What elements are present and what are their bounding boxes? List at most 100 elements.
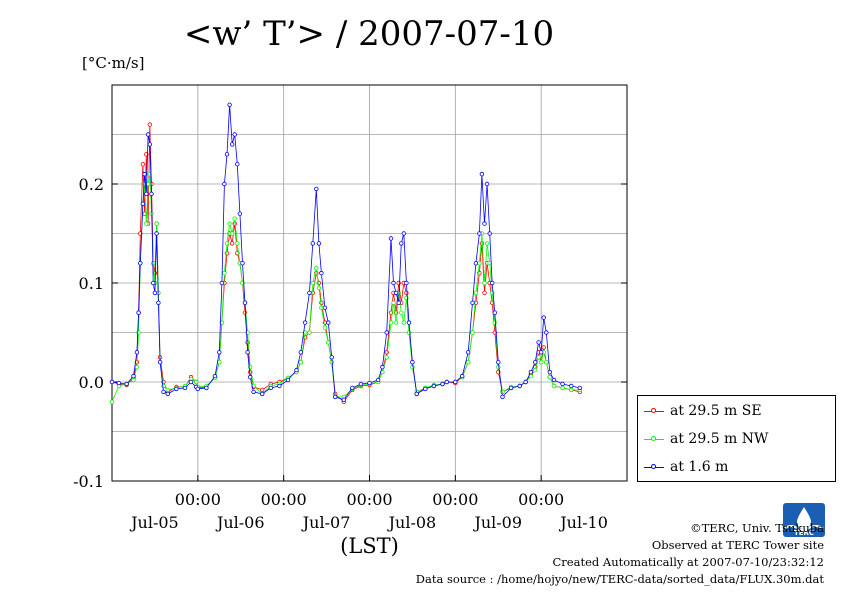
data-point	[310, 241, 315, 246]
data-point	[551, 383, 557, 389]
data-point	[150, 280, 156, 286]
data-point	[375, 377, 381, 383]
x-day-label: Jul-06	[215, 513, 265, 532]
data-point	[333, 394, 338, 400]
data-point	[217, 350, 222, 355]
data-point	[319, 305, 324, 310]
legend-swatch-16m	[644, 462, 664, 472]
legend-item-se: at 29.5 m SE	[644, 401, 762, 421]
data-point	[131, 377, 136, 383]
data-point	[431, 383, 437, 389]
data-point	[393, 290, 399, 296]
data-point	[544, 330, 549, 335]
data-point	[539, 350, 544, 355]
data-point	[388, 236, 394, 241]
data-point	[136, 310, 141, 315]
legend: at 29.5 m SE at 29.5 m NW at 1.6 m	[637, 395, 836, 482]
data-point	[569, 387, 574, 393]
data-point	[440, 381, 445, 387]
y-tick-label: 0.0	[79, 373, 104, 392]
data-point	[460, 373, 465, 379]
data-point	[410, 360, 415, 365]
data-point	[551, 377, 557, 383]
data-point	[477, 231, 482, 236]
data-point	[404, 290, 409, 296]
data-point	[399, 310, 404, 315]
x-day-label: Jul-07	[301, 513, 351, 532]
data-point	[319, 300, 324, 305]
data-point	[528, 369, 534, 375]
data-point	[466, 350, 471, 355]
data-point	[134, 350, 140, 355]
data-point	[145, 132, 151, 137]
data-point	[396, 300, 401, 305]
data-point	[152, 290, 158, 296]
data-point	[229, 142, 235, 147]
data-point	[350, 385, 355, 391]
data-point	[124, 381, 129, 387]
data-point	[140, 161, 146, 167]
x-tick-label: 00:00	[518, 490, 564, 509]
data-point	[131, 373, 136, 379]
data-point	[423, 386, 428, 392]
data-point	[391, 280, 396, 286]
data-point	[341, 397, 346, 402]
data-point	[388, 320, 394, 325]
series-1	[109, 171, 582, 404]
data-point	[367, 380, 372, 386]
data-point	[134, 364, 140, 370]
data-point	[116, 380, 122, 386]
data-point	[541, 315, 546, 320]
legend-swatch-nw	[644, 434, 664, 444]
data-point	[470, 330, 475, 335]
series-2	[109, 102, 582, 402]
footer-copyright: ©TERC, Univ. Tsukuba	[690, 521, 824, 535]
data-point	[484, 241, 490, 246]
data-point	[401, 231, 406, 236]
data-point	[154, 231, 159, 236]
x-day-label: Jul-08	[387, 513, 437, 532]
data-point	[380, 364, 385, 370]
data-point	[473, 290, 479, 296]
y-tick-label: -0.1	[73, 472, 104, 491]
data-point	[310, 280, 315, 286]
data-point	[229, 241, 235, 246]
data-point	[541, 345, 546, 350]
data-point	[298, 350, 303, 355]
data-point	[232, 132, 237, 137]
data-point	[204, 385, 209, 391]
data-point	[161, 383, 166, 389]
data-point	[496, 360, 501, 365]
data-point	[144, 191, 149, 197]
data-point	[161, 389, 166, 395]
data-point	[384, 330, 389, 335]
data-point	[219, 280, 225, 286]
y-axis-unit: [°C·m/s]	[82, 54, 145, 72]
data-point	[237, 211, 243, 216]
data-point	[138, 261, 143, 266]
data-point	[188, 379, 194, 385]
data-point	[144, 221, 149, 226]
data-point	[500, 394, 505, 400]
data-point	[157, 360, 163, 365]
data-point	[482, 280, 487, 286]
data-point	[109, 379, 115, 385]
data-point	[109, 399, 115, 404]
data-point	[245, 340, 250, 345]
data-point	[477, 261, 482, 266]
data-point	[523, 379, 528, 385]
series-0	[109, 122, 582, 404]
data-point	[294, 367, 299, 373]
data-point	[165, 387, 170, 393]
data-point	[560, 381, 565, 387]
y-tick-label: 0.1	[79, 274, 104, 293]
data-point	[473, 261, 479, 266]
data-point	[212, 373, 218, 379]
data-point	[326, 320, 331, 325]
data-point	[492, 320, 497, 325]
data-point	[229, 231, 235, 236]
x-day-label: Jul-05	[129, 513, 179, 532]
data-point	[393, 320, 399, 325]
data-point	[329, 355, 334, 360]
